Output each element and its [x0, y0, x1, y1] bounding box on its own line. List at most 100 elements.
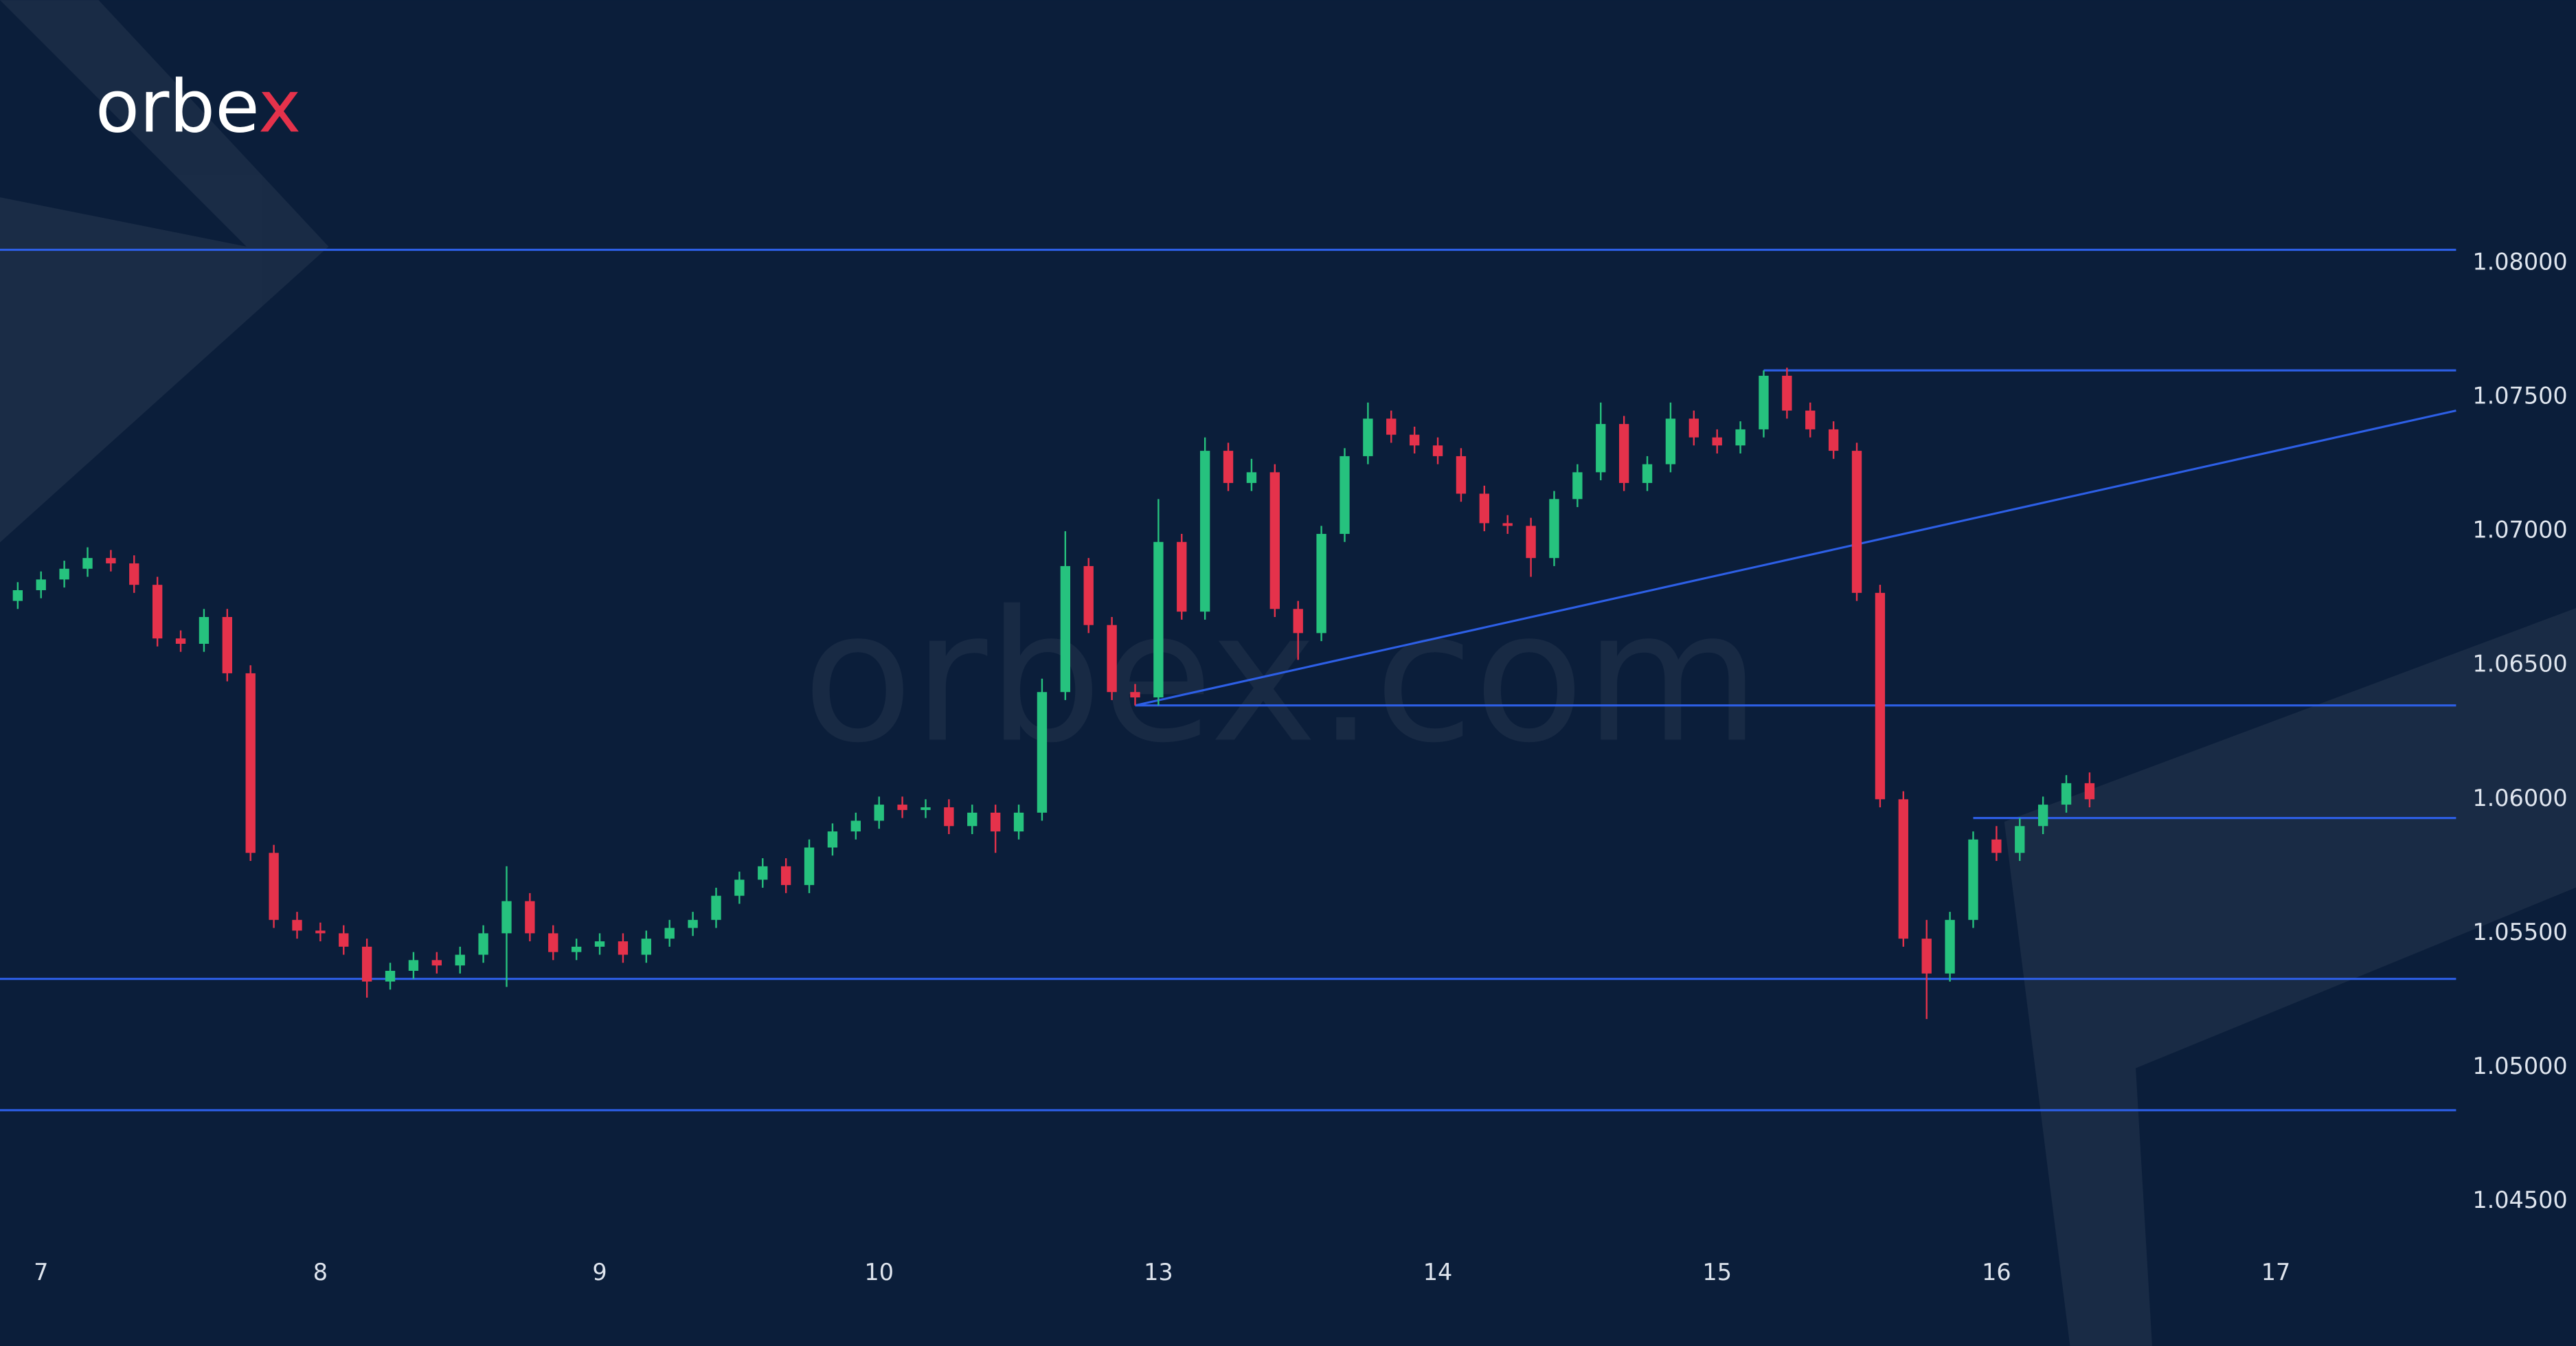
candle-body	[1805, 410, 1816, 429]
y-tick-label: 1.07500	[2472, 383, 2567, 410]
candle-body	[1968, 839, 1978, 920]
candle-body	[734, 879, 745, 896]
candle-body	[1153, 541, 1164, 698]
candle-body	[1665, 418, 1676, 464]
candle-body	[222, 616, 233, 673]
candle-body	[897, 805, 907, 810]
y-tick-label: 1.05000	[2472, 1053, 2567, 1079]
y-tick-label: 1.05500	[2472, 919, 2567, 945]
candle-body	[548, 933, 558, 952]
candle-body	[804, 847, 815, 886]
y-tick-label: 1.06500	[2472, 651, 2567, 677]
candle-body	[152, 585, 163, 639]
candle-body	[1921, 939, 1932, 974]
candle-body	[1432, 445, 1443, 456]
candle-body	[1596, 424, 1606, 473]
candle-body	[1572, 472, 1583, 500]
candle-body	[501, 901, 512, 934]
y-tick-label: 1.06000	[2472, 785, 2567, 811]
candle-body	[1386, 418, 1397, 435]
candle-body	[664, 928, 675, 939]
candle-body	[1269, 472, 1280, 609]
candle-body	[780, 866, 791, 886]
candle-body	[455, 954, 465, 966]
candle-body	[1246, 472, 1257, 483]
candle-body	[2061, 783, 2072, 805]
candle-body	[1782, 375, 1792, 411]
candle-body	[1293, 609, 1303, 633]
x-tick-label: 8	[313, 1259, 328, 1286]
candle-body	[1618, 424, 1629, 483]
candle-body	[1502, 523, 1513, 526]
candle-body	[1549, 499, 1559, 559]
candle-body	[1875, 592, 1886, 800]
candle-body	[711, 895, 721, 920]
candle-body	[594, 941, 605, 947]
candle-body	[1945, 919, 1955, 974]
candle-body	[1642, 464, 1653, 483]
x-tick-label: 14	[1423, 1259, 1453, 1286]
candle-body	[245, 673, 256, 853]
watermark: orbex.com	[802, 573, 1760, 783]
candle-body	[1898, 799, 1908, 939]
candle-body	[990, 812, 1001, 832]
trend-line	[1135, 410, 2456, 707]
candle-body	[1526, 526, 1536, 559]
candle-body	[1688, 418, 1699, 438]
candle-body	[1199, 451, 1210, 612]
candle-body	[408, 960, 419, 971]
candle-body	[1735, 429, 1745, 446]
candle-body	[1013, 812, 1024, 832]
candle-body	[571, 946, 582, 952]
candle-body	[688, 919, 698, 928]
candle-body	[2037, 805, 2048, 827]
candle-body	[1340, 456, 1350, 535]
candle-body	[385, 970, 396, 982]
candle-body	[59, 568, 69, 580]
candle-body	[1130, 692, 1140, 698]
candle-body	[1409, 434, 1420, 446]
y-tick-label: 1.08000	[2472, 249, 2567, 276]
candle-body	[12, 590, 23, 601]
candle-body	[36, 579, 46, 590]
x-tick-label: 15	[1702, 1259, 1732, 1286]
candle-body	[1316, 534, 1326, 633]
candle-body	[641, 939, 651, 955]
candle-body	[1851, 451, 1862, 593]
candle-body	[1083, 565, 1094, 625]
candle-body	[1223, 451, 1234, 483]
candle-body	[1759, 375, 1769, 429]
candle-body	[525, 901, 535, 934]
candle-body	[850, 820, 861, 832]
candle-body	[1991, 839, 2002, 853]
candle-body	[315, 930, 326, 934]
candle-body	[618, 941, 629, 955]
candle-body	[431, 960, 442, 966]
candle-body	[269, 853, 279, 920]
candle-body	[827, 831, 838, 848]
candle-body	[1712, 437, 1722, 446]
y-tick-label: 1.04500	[2472, 1187, 2567, 1213]
logo: orbex	[95, 65, 302, 149]
candle-body	[1177, 541, 1187, 612]
candle-body	[920, 807, 931, 810]
plot: 1.08000 1.07500 1.07000 1.06500 1.06000 1.055…	[0, 249, 2568, 1286]
y-tick-label: 1.07000	[2472, 517, 2567, 543]
candle-body	[1828, 429, 1839, 451]
candle-body	[478, 933, 488, 955]
candle-body	[106, 558, 116, 563]
candle-body	[361, 946, 372, 982]
candle-body	[1037, 692, 1048, 813]
x-tick-label: 13	[1144, 1259, 1173, 1286]
x-tick-label: 9	[592, 1259, 607, 1286]
candle-body	[1456, 456, 1467, 494]
x-tick-label: 17	[2261, 1259, 2291, 1286]
x-tick-label: 16	[1982, 1259, 2011, 1286]
candle-body	[82, 558, 93, 569]
candle-body	[129, 563, 139, 585]
candle-body	[944, 807, 954, 827]
